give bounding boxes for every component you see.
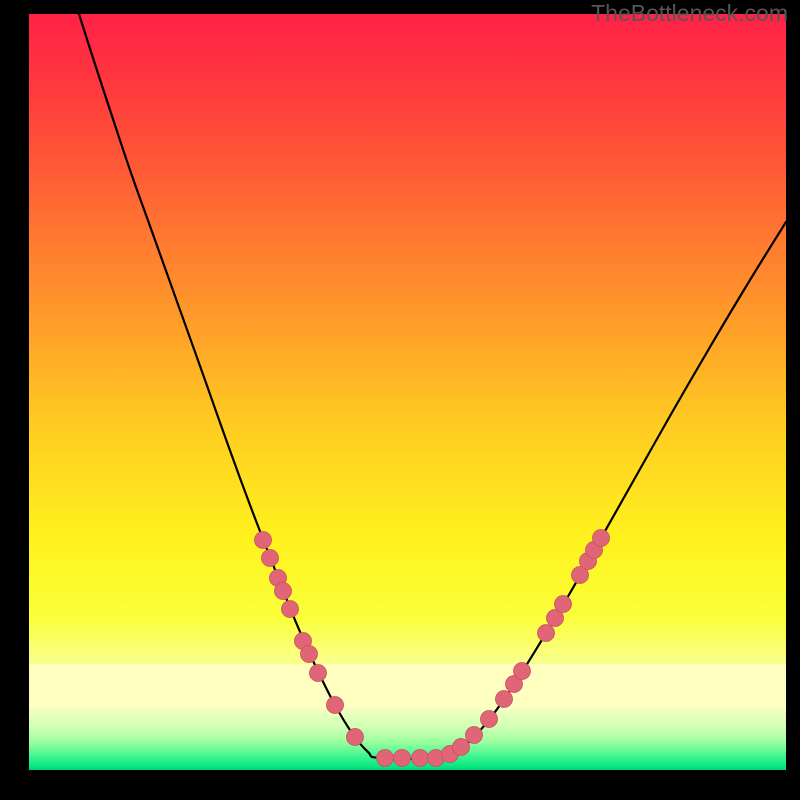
right-cluster-marker [481,711,498,728]
right-cluster-marker [466,727,483,744]
chart-svg-layer [0,0,800,800]
left-cluster-marker [327,697,344,714]
right-cluster-marker [593,530,610,547]
chart-plot-area [29,14,786,770]
left-cluster-marker [347,729,364,746]
left-cluster-marker [262,550,279,567]
left-cluster-marker [255,532,272,549]
left-cluster-marker [282,601,299,618]
right-cluster-marker [453,739,470,756]
left-cluster-marker [275,583,292,600]
bottom-cluster-marker [394,750,411,767]
bottom-cluster-marker [377,750,394,767]
right-cluster-marker [514,663,531,680]
left-cluster-marker [301,646,318,663]
left-cluster-marker [310,665,327,682]
right-cluster-marker [555,596,572,613]
right-cluster-marker [496,691,513,708]
watermark-text: TheBottleneck.com [591,0,788,27]
bottom-cluster-marker [412,750,429,767]
bottleneck-curve [79,14,786,759]
right-cluster-marker [538,625,555,642]
